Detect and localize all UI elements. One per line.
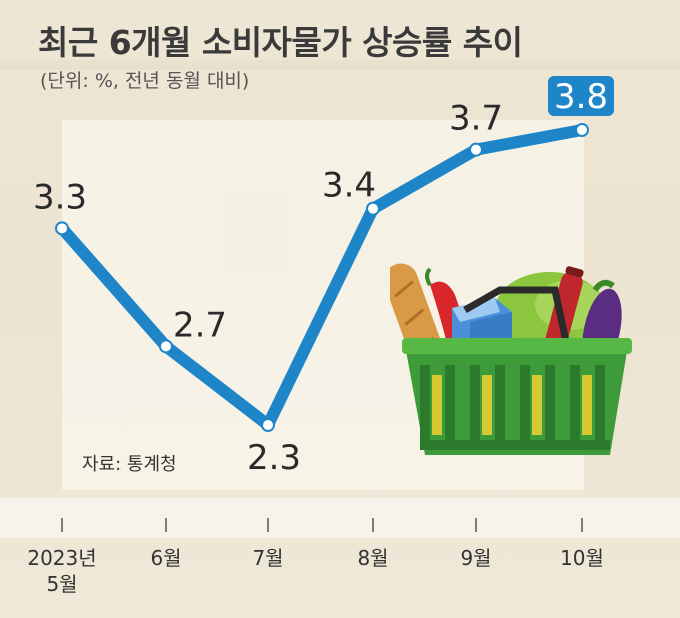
shopping-basket-icon [390, 263, 632, 455]
x-label-0-line-1: 5월 [46, 572, 77, 596]
series-line [56, 124, 588, 431]
data-label-4: 3.7 [449, 99, 503, 139]
data-point-2 [261, 418, 275, 432]
data-label-3: 3.4 [322, 166, 376, 206]
data-points [55, 123, 589, 432]
data-label-0: 3.3 [33, 177, 87, 217]
chart-subtitle: (단위: %, 전년 동월 대비) [40, 70, 250, 92]
series-line-group [56, 124, 588, 431]
data-label-5: 3.8 [554, 77, 608, 117]
chart-title: 최근 6개월 소비자물가 상승률 추이 [38, 23, 523, 62]
source-note: 자료: 통계청 [82, 454, 177, 475]
data-point-5 [575, 123, 589, 137]
background-shelf [0, 60, 680, 70]
x-label-3: 8월 [357, 546, 388, 570]
data-label-2: 2.3 [247, 438, 301, 478]
highlight-badge [548, 76, 614, 116]
data-point-4 [469, 142, 483, 157]
x-label-5: 10월 [560, 546, 604, 570]
data-point-1 [159, 339, 173, 354]
data-point-0 [55, 221, 69, 236]
x-label-1: 6월 [150, 546, 181, 570]
x-label-4: 9월 [460, 546, 491, 570]
x-label-2: 7월 [252, 546, 283, 570]
data-label-1: 2.7 [173, 305, 227, 345]
x-label-0-line-0: 2023년 [27, 546, 96, 570]
x-tick-marks [61, 518, 583, 532]
data-point-3 [366, 201, 380, 216]
data-labels: 3.3 2.7 2.3 3.4 3.7 3.8 [33, 76, 614, 478]
x-axis-band [0, 498, 680, 538]
